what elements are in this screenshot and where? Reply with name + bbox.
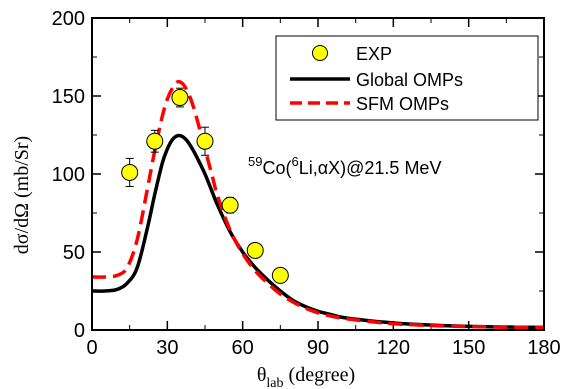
x-tick-label: 120	[377, 337, 410, 359]
tick-labels: 0 30 60 90 120 150 180 0 50 100 150 200	[52, 8, 561, 359]
legend-label-sfm: SFM OMPs	[356, 94, 449, 114]
series-layer	[91, 79, 545, 330]
y-tick-label: 100	[52, 164, 85, 186]
series-line-sfm	[91, 79, 545, 330]
data-point	[121, 163, 139, 181]
legend-label-global: Global OMPs	[356, 70, 463, 90]
y-axis-label: dσ/dΩ (mb/Sr)	[11, 136, 33, 254]
x-tick-label: 60	[232, 337, 254, 359]
x-tick-label: 180	[527, 337, 560, 359]
data-point	[171, 89, 189, 107]
plot-frame	[91, 17, 545, 331]
data-point	[146, 132, 164, 150]
y-tick-label: 200	[52, 8, 85, 30]
x-tick-label: 30	[156, 337, 178, 359]
y-tick-label: 50	[63, 242, 85, 264]
y-tick-label: 150	[52, 86, 85, 108]
data-point	[196, 132, 214, 150]
x-tick-label: 150	[452, 337, 485, 359]
y-tick-label: 0	[74, 320, 85, 342]
legend-label-exp: EXP	[356, 44, 392, 64]
legend-marker-exp	[312, 45, 328, 61]
reaction-annotation: 59Co(6Li,αX)@21.5 MeV	[248, 154, 441, 178]
data-point	[246, 241, 264, 259]
data-point	[271, 266, 289, 284]
legend: EXP Global OMPs SFM OMPs	[275, 35, 539, 121]
x-tick-label: 90	[307, 337, 329, 359]
data-point	[221, 196, 239, 214]
points-layer	[121, 87, 289, 284]
x-tick-label: 0	[86, 337, 97, 359]
x-axis-label: θlab (degree)	[257, 364, 355, 389]
